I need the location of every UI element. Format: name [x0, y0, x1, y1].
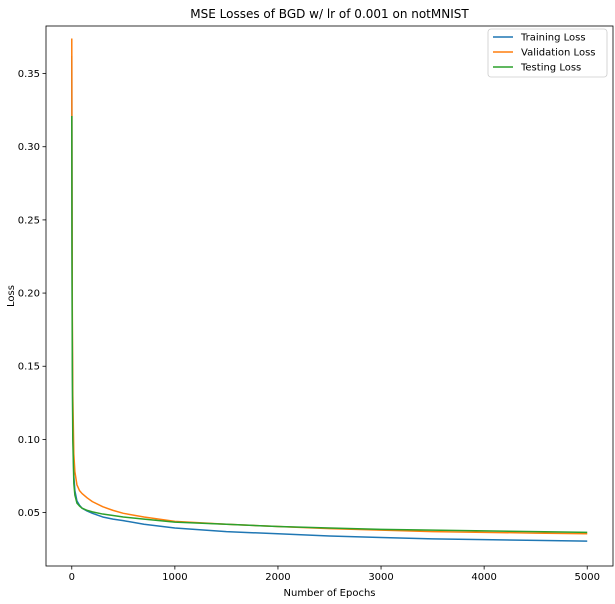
x-axis-label: Number of Epochs [284, 588, 376, 599]
legend-label-2: Testing Loss [520, 63, 581, 74]
x-tick-label-5: 5000 [575, 572, 600, 583]
x-tick-label-1: 1000 [162, 572, 187, 583]
x-tick-label-0: 0 [69, 572, 75, 583]
legend: Training Loss Validation Loss Testing Loss [487, 28, 608, 78]
y-tick-label-6: 0.35 [18, 69, 40, 80]
y-tick-label-5: 0.30 [18, 142, 40, 153]
y-tick-label-0: 0.05 [18, 508, 40, 519]
y-tick-label-2: 0.15 [18, 362, 40, 373]
series-line-2 [71, 115, 588, 534]
x-tick-label-3: 3000 [368, 572, 393, 583]
legend-label-0: Training Loss [520, 33, 586, 44]
legend-label-1: Validation Loss [521, 48, 596, 59]
x-tick-label-2: 2000 [265, 572, 290, 583]
x-axis: 0 1000 2000 3000 4000 5000 [69, 566, 600, 583]
chart-title: MSE Losses of BGD w/ lr of 0.001 on notM… [190, 7, 469, 21]
y-axis-label: Loss [6, 285, 17, 307]
series-layer [71, 38, 588, 542]
y-axis: 0.05 0.10 0.15 0.20 0.25 0.30 0.35 [18, 69, 46, 519]
y-tick-label-3: 0.20 [18, 289, 40, 300]
y-tick-label-4: 0.25 [18, 215, 40, 226]
legend-box [487, 28, 608, 78]
y-tick-label-1: 0.10 [18, 435, 40, 446]
x-tick-label-4: 4000 [471, 572, 496, 583]
legend-entries: Training Loss Validation Loss Testing Loss [493, 33, 596, 74]
plot-frame [45, 25, 614, 567]
